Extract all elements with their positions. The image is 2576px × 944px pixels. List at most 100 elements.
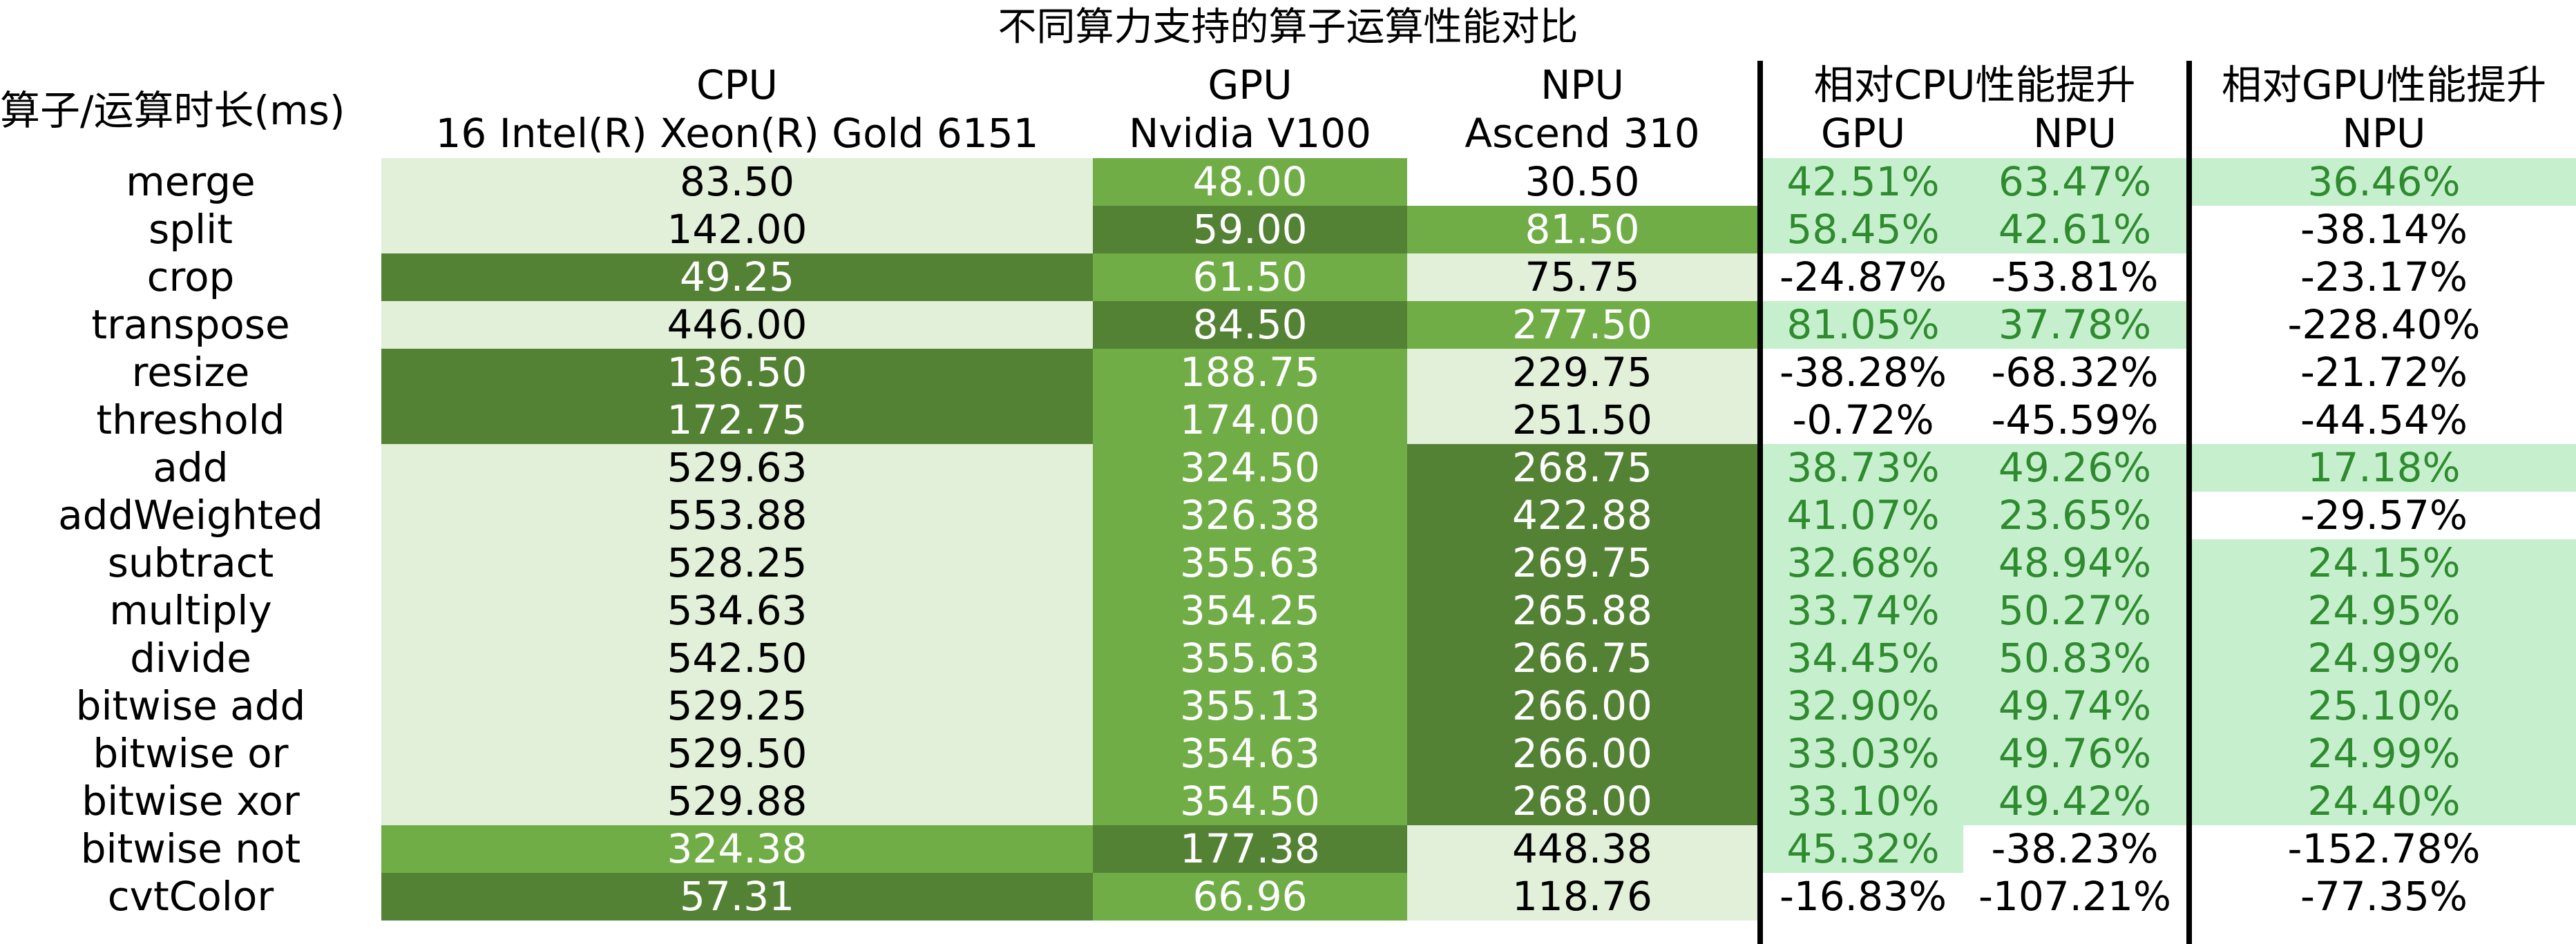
operator-name: bitwise xor	[82, 778, 300, 825]
gpu-vs-cpu-cell: 81.05%	[1763, 301, 1963, 349]
vs-cpu-group-header: 相对CPU性能提升	[1813, 61, 2136, 108]
npu-time-cell: 266.00	[1407, 730, 1757, 778]
npu-vs-cpu-cell: 23.65%	[1963, 492, 2186, 539]
operator-name: bitwise or	[93, 730, 289, 777]
gpu-time-cell: 326.38	[1093, 492, 1407, 539]
cpu-time-cell: 528.25	[381, 539, 1093, 587]
column-divider	[2186, 61, 2192, 944]
operator-name: crop	[146, 253, 235, 300]
cpu-time-cell: 529.25	[381, 682, 1093, 730]
cpu-time-cell: 172.75	[381, 396, 1093, 444]
npu-time-cell: 229.75	[1407, 349, 1757, 396]
gpu-vs-cpu-cell: 32.90%	[1763, 682, 1963, 730]
npu-vs-cpu-cell: 50.27%	[1963, 587, 2186, 635]
npu-column-header: NPU	[1540, 61, 1624, 108]
cpu-time-cell: 57.31	[381, 873, 1093, 921]
npu-vs-gpu-cell: 24.99%	[2192, 730, 2576, 778]
operator-name: bitwise add	[75, 682, 306, 729]
npu-time-cell: 30.50	[1407, 158, 1757, 206]
gpu-time-cell: 48.00	[1093, 158, 1407, 206]
cpu-time-cell: 142.00	[381, 206, 1093, 253]
npu-vs-cpu-cell: 42.61%	[1963, 206, 2186, 253]
cpu-model-header: 16 Intel(R) Xeon(R) Gold 6151	[435, 110, 1039, 157]
gpu-time-cell: 174.00	[1093, 396, 1407, 444]
npu-time-cell: 266.00	[1407, 682, 1757, 730]
cpu-time-cell: 542.50	[381, 635, 1093, 682]
operator-name: merge	[126, 158, 256, 205]
gpu-time-cell: 324.50	[1093, 444, 1407, 492]
gpu-time-cell: 354.63	[1093, 730, 1407, 778]
cpu-time-cell: 49.25	[381, 253, 1093, 301]
npu-vs-gpu-cell: -228.40%	[2192, 301, 2576, 349]
npu-vs-gpu-cell: 24.15%	[2192, 539, 2576, 587]
operator-name: resize	[131, 349, 250, 396]
gpu-vs-cpu-cell: 32.68%	[1763, 539, 1963, 587]
gpu-time-cell: 59.00	[1093, 206, 1407, 253]
operator-name: split	[148, 206, 233, 253]
gpu-time-cell: 355.13	[1093, 682, 1407, 730]
npu-time-cell: 277.50	[1407, 301, 1757, 349]
npu-vs-cpu-cell: -68.32%	[1963, 349, 2186, 396]
gpu-vs-cpu-cell: 41.07%	[1763, 492, 1963, 539]
gpu-time-cell: 188.75	[1093, 349, 1407, 396]
npu-vs-gpu-cell: 24.99%	[2192, 635, 2576, 682]
cpu-time-cell: 136.50	[381, 349, 1093, 396]
npu-time-cell: 266.75	[1407, 635, 1757, 682]
npu-vs-cpu-cell: -53.81%	[1963, 253, 2186, 301]
gpu-time-cell: 354.25	[1093, 587, 1407, 635]
gpu-time-cell: 354.50	[1093, 778, 1407, 825]
npu-vs-gpu-cell: 36.46%	[2192, 158, 2576, 206]
vs-cpu-gpu-header: GPU	[1820, 110, 1906, 157]
table-title: 不同算力支持的算子运算性能对比	[998, 5, 1578, 50]
gpu-time-cell: 84.50	[1093, 301, 1407, 349]
gpu-column-header: GPU	[1208, 61, 1292, 108]
operator-name: divide	[130, 635, 251, 682]
cpu-time-cell: 529.63	[381, 444, 1093, 492]
operator-name: cvtColor	[107, 873, 274, 920]
npu-vs-cpu-cell: -45.59%	[1963, 396, 2186, 444]
npu-vs-cpu-cell: 49.74%	[1963, 682, 2186, 730]
operator-name: add	[153, 444, 229, 491]
cpu-time-cell: 529.50	[381, 730, 1093, 778]
gpu-vs-cpu-cell: 45.32%	[1763, 825, 1963, 873]
gpu-vs-cpu-cell: -24.87%	[1763, 253, 1963, 301]
npu-vs-cpu-cell: 37.78%	[1963, 301, 2186, 349]
npu-time-cell: 422.88	[1407, 492, 1757, 539]
npu-time-cell: 268.75	[1407, 444, 1757, 492]
gpu-vs-cpu-cell: 33.74%	[1763, 587, 1963, 635]
row-header-label: 算子/运算时长(ms)	[0, 87, 345, 134]
npu-vs-cpu-cell: 50.83%	[1963, 635, 2186, 682]
npu-vs-gpu-cell: -23.17%	[2192, 253, 2576, 301]
gpu-time-cell: 177.38	[1093, 825, 1407, 873]
gpu-vs-cpu-cell: 33.03%	[1763, 730, 1963, 778]
npu-vs-cpu-cell: 49.76%	[1963, 730, 2186, 778]
npu-vs-gpu-cell: -38.14%	[2192, 206, 2576, 253]
npu-time-cell: 448.38	[1407, 825, 1757, 873]
gpu-vs-cpu-cell: -0.72%	[1763, 396, 1963, 444]
gpu-model-header: Nvidia V100	[1128, 110, 1372, 157]
npu-vs-cpu-cell: -107.21%	[1963, 873, 2186, 921]
operator-name: subtract	[107, 539, 274, 586]
npu-vs-cpu-cell: 49.26%	[1963, 444, 2186, 492]
cpu-time-cell: 529.88	[381, 778, 1093, 825]
gpu-vs-cpu-cell: 33.10%	[1763, 778, 1963, 825]
operator-name: multiply	[109, 587, 272, 634]
npu-vs-gpu-cell: -29.57%	[2192, 492, 2576, 539]
gpu-vs-cpu-cell: -16.83%	[1763, 873, 1963, 921]
gpu-time-cell: 355.63	[1093, 539, 1407, 587]
vs-cpu-npu-header: NPU	[2033, 110, 2117, 157]
npu-time-cell: 118.76	[1407, 873, 1757, 921]
vs-gpu-group-header: 相对GPU性能提升	[2221, 61, 2547, 108]
gpu-vs-cpu-cell: 34.45%	[1763, 635, 1963, 682]
gpu-time-cell: 61.50	[1093, 253, 1407, 301]
operator-name: addWeighted	[58, 492, 323, 539]
gpu-time-cell: 66.96	[1093, 873, 1407, 921]
cpu-time-cell: 324.38	[381, 825, 1093, 873]
npu-vs-gpu-cell: 24.95%	[2192, 587, 2576, 635]
npu-vs-gpu-cell: 17.18%	[2192, 444, 2576, 492]
cpu-time-cell: 83.50	[381, 158, 1093, 206]
gpu-vs-cpu-cell: 38.73%	[1763, 444, 1963, 492]
npu-vs-gpu-cell: 24.40%	[2192, 778, 2576, 825]
npu-vs-cpu-cell: 49.42%	[1963, 778, 2186, 825]
